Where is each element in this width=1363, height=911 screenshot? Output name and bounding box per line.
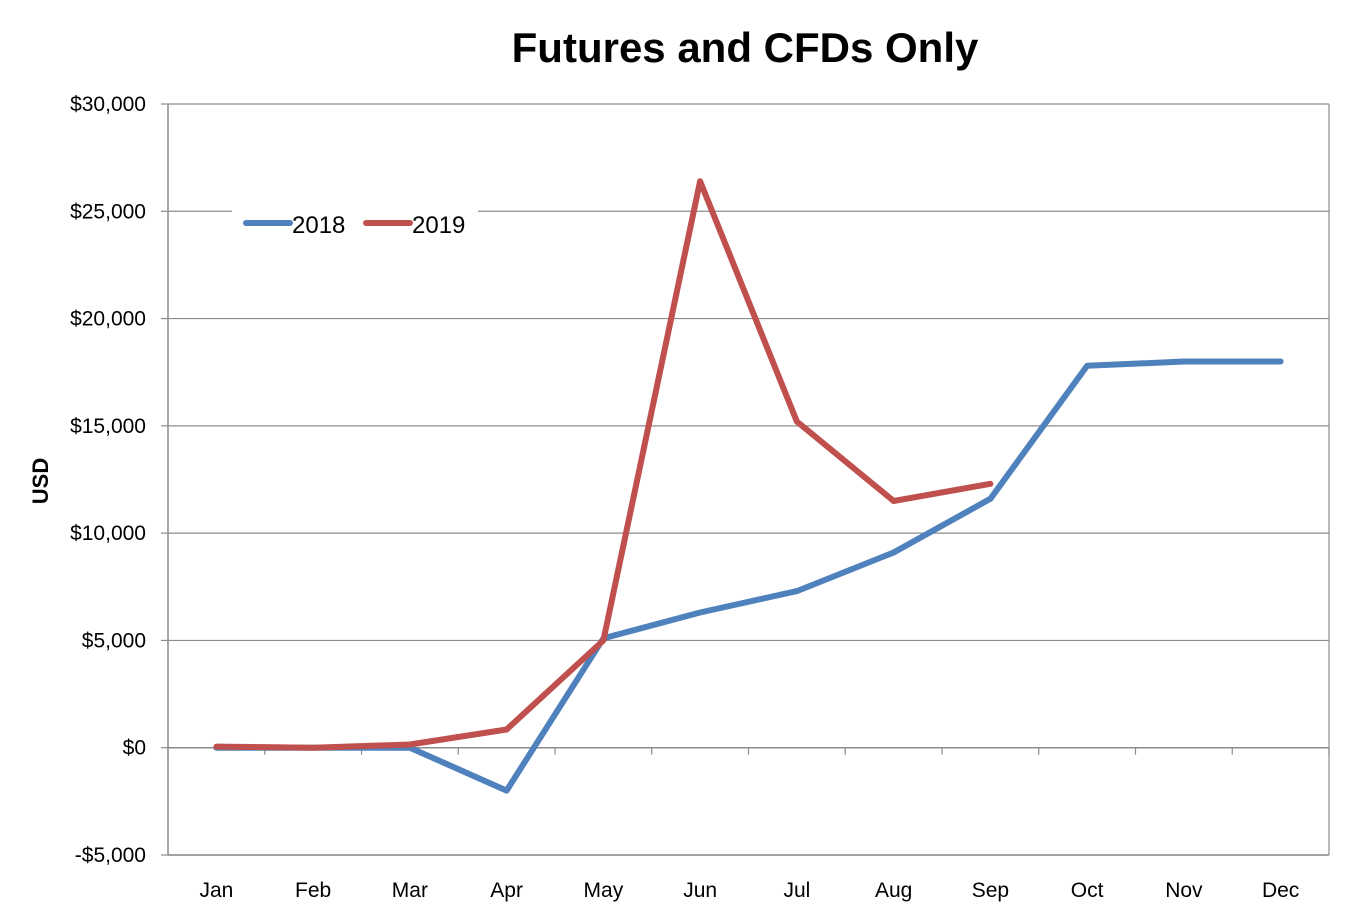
- y-tick-label: $15,000: [70, 415, 146, 438]
- x-tick-label: Nov: [1165, 879, 1203, 902]
- legend: 2018 2019: [232, 208, 478, 240]
- data-point-2018: [1085, 364, 1089, 368]
- y-tick-label: $0: [123, 737, 146, 760]
- data-point-2019: [892, 499, 896, 503]
- x-tick-label: Apr: [490, 879, 523, 902]
- legend-label-2019: 2019: [412, 212, 465, 239]
- data-point-2018: [698, 611, 702, 615]
- data-point-2019: [698, 179, 702, 183]
- data-point-2019: [408, 742, 412, 746]
- x-tick-label: Dec: [1262, 879, 1299, 902]
- data-point-2019: [311, 746, 315, 750]
- data-point-2019: [505, 727, 509, 731]
- data-point-2018: [892, 550, 896, 554]
- x-tick-label: Sep: [972, 879, 1009, 902]
- data-point-2019: [214, 745, 218, 749]
- data-point-2018: [505, 789, 509, 793]
- legend-label-2018: 2018: [292, 212, 345, 239]
- data-point-2019: [988, 482, 992, 486]
- x-tick-label: Jan: [199, 879, 233, 902]
- chart-title: Futures and CFDs Only: [512, 24, 979, 71]
- y-tick-label: $25,000: [70, 200, 146, 223]
- data-point-2018: [795, 589, 799, 593]
- x-tick-label: Jun: [683, 879, 717, 902]
- x-tick-label: Feb: [295, 879, 331, 902]
- data-point-2019: [601, 638, 605, 642]
- y-tick-label: $20,000: [70, 308, 146, 331]
- x-tick-label: May: [584, 879, 624, 902]
- x-tick-label: Oct: [1071, 879, 1104, 902]
- axes: [161, 103, 1330, 856]
- y-axis-tick-labels: -$5,000 $0 $5,000 $10,000 $15,000 $20,000 $25,…: [70, 93, 146, 867]
- data-point-2018: [1279, 359, 1283, 363]
- y-tick-label: $30,000: [70, 93, 146, 116]
- y-tick-label: $10,000: [70, 522, 146, 545]
- data-point-2019: [795, 420, 799, 424]
- data-series: [213, 178, 1284, 794]
- x-axis-tick-labels: Jan Feb Mar Apr May Jun Jul Aug Sep Oct Nov Dec: [199, 879, 1299, 902]
- series-line-2019: [213, 178, 994, 751]
- y-tick-label: -$5,000: [75, 844, 146, 867]
- x-tick-label: Jul: [783, 879, 810, 902]
- data-point-2018: [988, 497, 992, 501]
- data-point-2018: [1182, 359, 1186, 363]
- x-tick-label: Mar: [392, 879, 428, 902]
- x-tick-label: Aug: [875, 879, 912, 902]
- y-tick-label: $5,000: [82, 629, 146, 652]
- y-axis-label: USD: [28, 458, 53, 504]
